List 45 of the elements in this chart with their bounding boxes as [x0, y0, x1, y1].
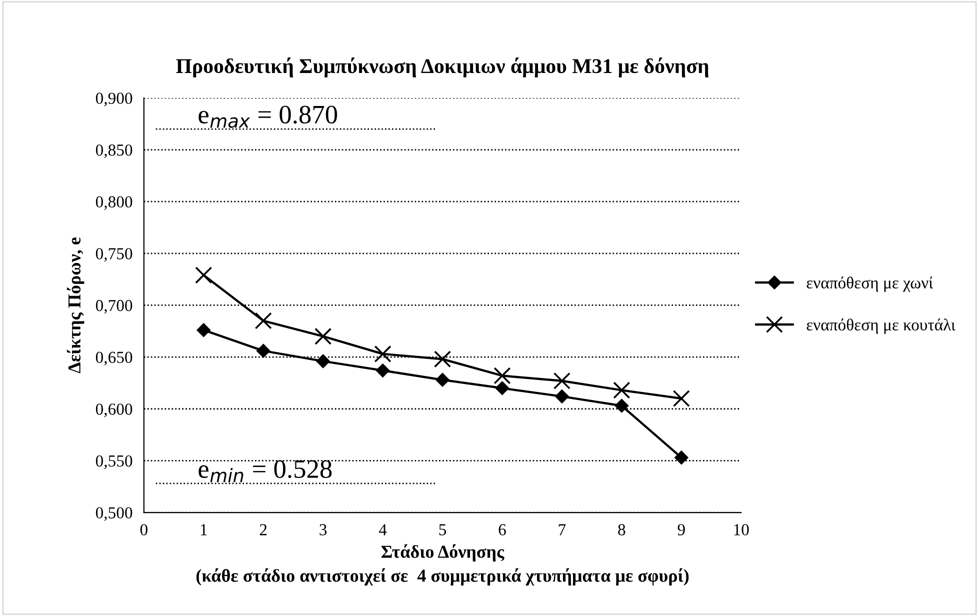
y-tick-label: 0,500 — [96, 507, 132, 521]
x-tick-label: 7 — [558, 524, 566, 536]
point — [672, 390, 690, 408]
point — [555, 390, 569, 404]
x-axis-title: Στάδιο Δόνησης (κάθε στάδιο αντιστοιχεί σε 4 συμμετρικά χτυπήματα με σφυρί) — [196, 544, 689, 586]
point — [195, 266, 212, 284]
x-tick-label: 9 — [678, 524, 685, 536]
point — [196, 323, 210, 337]
point — [553, 372, 570, 390]
y-tick-label: 0,800 — [96, 196, 132, 210]
x-tick-label: 10 — [734, 524, 749, 536]
y-tick-label: 0,550 — [96, 455, 132, 470]
point — [256, 344, 270, 358]
y-tick-label: 0,900 — [96, 92, 132, 106]
y-axis-title: Δείκτης Πόρων, e — [66, 237, 84, 374]
point — [434, 350, 452, 368]
point — [436, 373, 450, 387]
x-tick-label: 8 — [618, 524, 626, 536]
x-tick-label: 5 — [439, 524, 446, 536]
y-tick-label: 0,650 — [96, 352, 132, 366]
ref-line-label: e$_{max}$ = 0.870 — [198, 106, 338, 128]
y-tick-label: 0,700 — [96, 300, 132, 314]
point — [316, 354, 330, 368]
point — [494, 367, 511, 384]
x-tick-label: 4 — [378, 524, 387, 536]
point — [376, 364, 390, 378]
point — [374, 345, 392, 362]
y-tick-label: 0,750 — [96, 248, 132, 262]
y-tick-label: 0,600 — [96, 404, 132, 418]
x-tick-label: 0 — [140, 524, 148, 536]
y-tick-label: 0,850 — [96, 144, 132, 158]
x-tick-label: 1 — [200, 524, 207, 536]
chart-title: Προοδευτική Συμπύκνωση Δοκιμιων άμμου Μ31 με δόνηση — [176, 57, 708, 78]
x-tick-label: 6 — [498, 524, 506, 536]
x-tick-label: 2 — [260, 524, 267, 536]
point — [254, 312, 272, 330]
point — [674, 450, 688, 464]
x-tick-label: 3 — [320, 524, 327, 536]
legend-label: εναπόθεση με χωνί — [806, 276, 934, 292]
point — [613, 382, 630, 399]
point — [495, 381, 510, 395]
ref-line-label: e$_{min}$ = 0.528 — [198, 460, 332, 482]
legend-label: εναπόθεση με κουτάλι — [806, 318, 956, 334]
point — [314, 328, 332, 345]
point — [614, 398, 628, 413]
